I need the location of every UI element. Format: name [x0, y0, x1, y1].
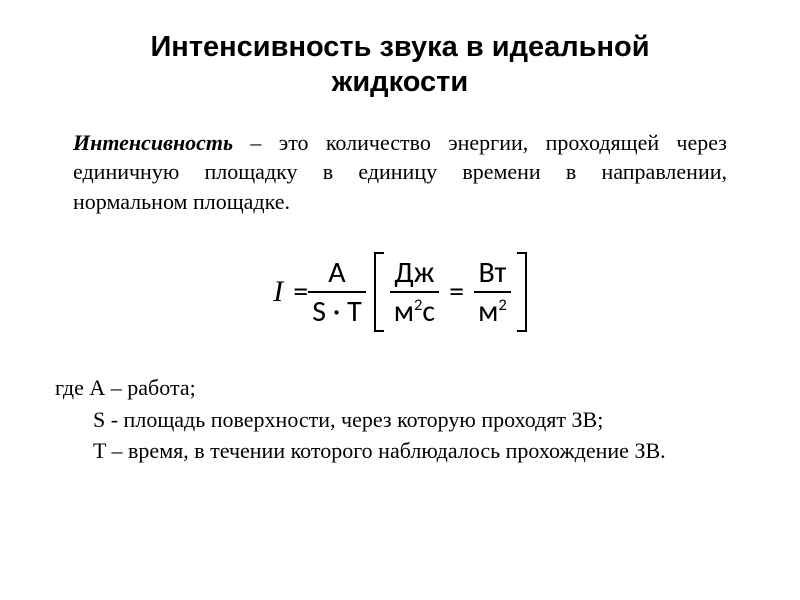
eq-unit1-den: м2с	[390, 291, 439, 328]
slide: Интенсивность звука в идеальной жидкости…	[0, 0, 800, 600]
slide-title: Интенсивность звука в идеальной жидкости	[55, 30, 745, 100]
eq-unit1: Дж м2с	[390, 256, 439, 328]
eq-equals-mid: =	[449, 273, 464, 310]
definition-term: Интенсивность	[73, 130, 233, 155]
legend-line-1: где А – работа;	[55, 372, 745, 404]
legend-block: где А – работа; S - площадь поверхности,…	[55, 372, 745, 468]
eq-symbol-I: I	[273, 275, 283, 309]
intensity-equation: I = A S · T Дж м2с = Вт м2	[55, 252, 745, 332]
eq-unit1-num: Дж	[390, 256, 438, 291]
eq-fraction-main: A S · T	[308, 256, 366, 328]
eq-unit2-num: Вт	[474, 256, 510, 291]
eq-equals: =	[293, 273, 308, 310]
title-line-2: жидкости	[332, 66, 468, 98]
eq-unit2: Вт м2	[474, 256, 511, 328]
eq-units-bracket: Дж м2с = Вт м2	[374, 252, 527, 332]
legend-line-3: T – время, в течении которого наблюдалос…	[55, 435, 745, 467]
eq-unit2-den: м2	[474, 291, 511, 328]
eq-frac-den: S · T	[308, 291, 366, 328]
definition-paragraph: Интенсивность – это количество энергии, …	[73, 128, 727, 217]
legend-line-2: S - площадь поверхности, через которую п…	[55, 404, 745, 436]
bracket-left-icon	[374, 252, 384, 332]
bracket-right-icon	[517, 252, 527, 332]
eq-frac-num: A	[324, 256, 349, 291]
title-line-1: Интенсивность звука в идеальной	[150, 31, 649, 63]
